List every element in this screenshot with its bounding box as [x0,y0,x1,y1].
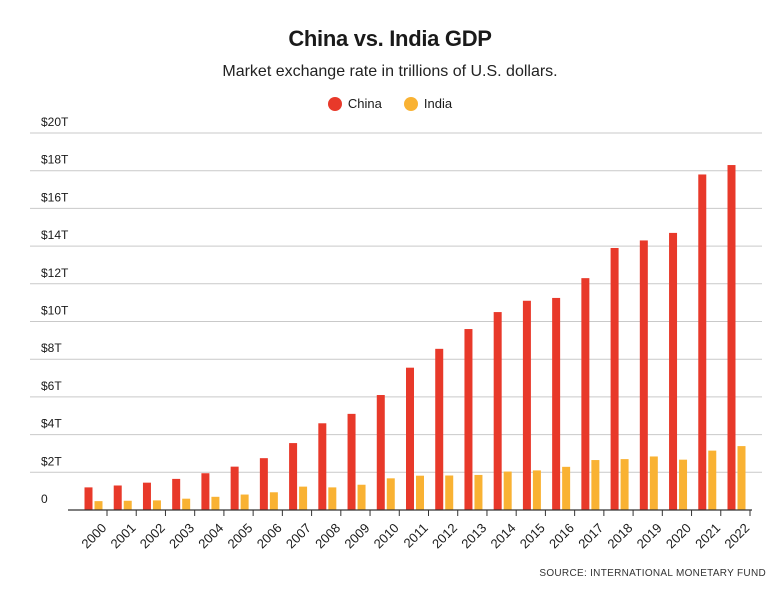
legend-label-india: India [423,96,453,111]
bar-india-2010 [386,478,395,510]
bar-india-2002 [152,500,161,510]
legend-swatch-india [403,96,418,111]
bar-china-2020 [669,232,678,510]
x-tick-label: 2003 [166,520,197,551]
y-tick-label: $10T [41,304,69,318]
bar-china-2013 [464,329,473,510]
bar-india-2005 [240,494,249,510]
bar-china-2012 [435,348,444,510]
x-tick-label: 2017 [575,520,606,551]
y-tick-label: $2T [41,454,62,468]
bar-india-2021 [708,450,717,510]
bar-china-2007 [289,443,298,510]
y-tick-label: $16T [41,190,69,204]
y-tick-label: 0 [41,492,48,506]
bar-china-2000 [84,487,93,510]
x-tick-label: 2022 [721,520,752,551]
bar-china-2006 [259,458,268,510]
x-axis: 2000200120022003200420052006200720082009… [68,509,752,551]
bar-china-2001 [113,485,122,510]
legend-swatch-china [327,96,342,111]
bar-india-2006 [269,492,278,510]
bar-india-2016 [562,466,571,510]
gridlines [30,132,762,473]
bar-china-2010 [376,395,385,510]
x-tick-label: 2004 [195,520,226,551]
chart-subtitle: Market exchange rate in trillions of U.S… [222,63,558,80]
bar-china-2011 [406,367,414,510]
bar-china-2018 [610,247,619,511]
bar-india-2015 [532,470,541,510]
x-tick-label: 2007 [283,520,314,551]
chart-title: China vs. India GDP [288,26,492,51]
x-tick-label: 2015 [517,520,548,551]
bar-china-2009 [347,413,356,510]
bar-india-2004 [211,496,220,510]
bar-china-2014 [493,312,502,510]
legend-item-china: China [327,96,382,111]
bar-india-2019 [649,456,658,510]
x-tick-label: 2006 [254,520,285,551]
bar-india-2018 [620,459,629,510]
x-tick-label: 2001 [108,520,139,551]
legend-label-china: China [347,96,382,111]
bar-china-2019 [639,240,648,510]
x-tick-label: 2010 [371,520,402,551]
bar-china-2008 [318,423,327,510]
x-tick-label: 2020 [663,520,694,551]
bar-india-2012 [445,475,454,510]
bar-china-2016 [552,297,561,510]
x-tick-label: 2012 [429,520,460,551]
bar-china-2015 [522,300,531,510]
y-tick-label: $4T [41,417,62,431]
bar-india-2020 [679,459,688,510]
y-tick-label: $8T [41,341,62,355]
chart-legend: China India [0,96,780,111]
y-axis-ticks: 0 $2T $4T $6T $8T $10T $12T $14T $16T $18T $20T [41,115,69,506]
bar-china-2003 [172,478,181,510]
legend-item-india: India [403,96,453,111]
bar-china-2022 [727,165,736,511]
bar-china-2005 [230,466,239,510]
x-tick-label: 2019 [634,520,665,551]
bars [84,165,746,511]
bar-india-2014 [503,471,512,510]
x-tick-label: 2005 [224,520,255,551]
bar-india-2009 [357,484,366,510]
bar-china-2021 [698,174,707,510]
bar-india-2011 [416,475,424,510]
x-tick-label: 2021 [692,520,723,551]
bar-india-2013 [474,474,483,510]
x-tick-label: 2016 [546,520,577,551]
x-tick-label: 2009 [341,520,372,551]
bar-india-2007 [299,486,308,510]
bar-china-2017 [581,278,590,510]
bar-india-2003 [182,498,191,510]
bar-india-2022 [737,446,746,510]
source-note: SOURCE: INTERNATIONAL MONETARY FUND [539,568,766,579]
bar-india-2008 [328,487,337,510]
y-tick-label: $20T [41,115,69,129]
x-tick-label: 2018 [604,520,635,551]
x-tick-label: 2008 [312,520,343,551]
y-tick-label: $12T [41,266,69,280]
x-tick-label: 2000 [78,520,109,551]
y-tick-label: $6T [41,379,62,393]
x-tick-label: 2014 [488,520,519,551]
bar-china-2002 [142,482,151,510]
y-tick-label: $14T [41,228,69,242]
x-tick-label: 2013 [458,520,489,551]
bar-india-2017 [591,460,600,510]
x-tick-label: 2002 [137,520,168,551]
x-tick-label: 2011 [401,520,431,550]
bar-india-2000 [94,501,103,510]
bar-china-2004 [201,473,210,510]
y-tick-label: $18T [41,153,69,167]
bar-india-2001 [123,500,132,510]
